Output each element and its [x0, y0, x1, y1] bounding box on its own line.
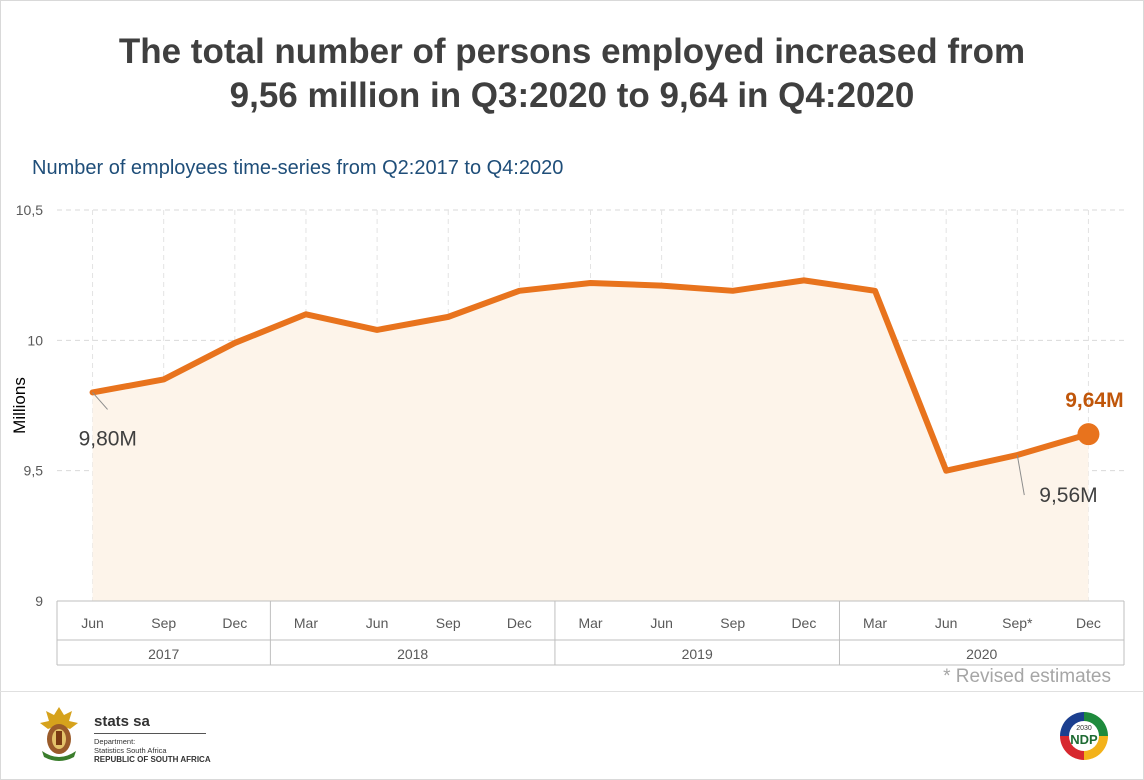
headline-line-2: 9,56 million in Q3:2020 to 9,64 in Q4:20… [229, 76, 915, 115]
y-tick-label: 10 [27, 332, 43, 348]
x-tick-label: Jun [366, 615, 389, 631]
x-tick-label: Dec [507, 615, 532, 631]
series-line [89, 277, 1092, 474]
data-label: 9,80M [79, 427, 137, 450]
x-tick-label: Dec [1076, 615, 1101, 631]
x-tick-label: Dec [791, 615, 816, 631]
x-tick-label: Mar [578, 615, 602, 631]
x-tick-label: Mar [294, 615, 318, 631]
chart-title: Number of employees time-series from Q2:… [32, 157, 564, 179]
headline-line-1: The total number of persons employed inc… [118, 32, 1026, 71]
stats-sa-logo: stats sa Department: Statistics South Af… [36, 703, 211, 765]
area-fill [92, 280, 1089, 601]
employment-area-chart: 9 9,5 10 10,5 Jun Sep Dec Mar Jun Sep Dec Mar Jun Sep… [10, 202, 1125, 666]
ndp-label: NDP [1070, 732, 1098, 747]
chart-headline: The total number of persons employed inc… [0, 30, 1144, 118]
x-tick-label: Dec [222, 615, 247, 631]
x-tick-label: Sep [436, 615, 461, 631]
label-leader-line [92, 392, 108, 410]
x-tick-label: Sep* [1002, 615, 1033, 631]
year-group-label: 2019 [682, 646, 713, 662]
x-tick-label: Sep [151, 615, 176, 631]
y-tick-label: 10,5 [16, 202, 43, 218]
y-tick-label: 9,5 [24, 463, 44, 479]
ndp-year: 2030 [1076, 725, 1092, 732]
year-group-label: 2017 [148, 646, 179, 662]
x-tick-label: Jun [935, 615, 958, 631]
x-tick-label: Jun [650, 615, 673, 631]
department-label: Department: [94, 737, 136, 746]
ndp-2030-logo: 2030 NDP [1060, 712, 1108, 760]
y-axis-label: Millions [10, 377, 29, 434]
year-group-label: 2018 [397, 646, 428, 662]
revised-estimates-note: * Revised estimates [943, 666, 1111, 687]
footer-divider [0, 691, 1144, 692]
highlight-point [1077, 423, 1100, 446]
country-name: REPUBLIC OF SOUTH AFRICA [94, 755, 211, 764]
label-leader-line [1016, 454, 1025, 496]
data-label: 9,56M [1039, 484, 1097, 507]
department-name: Statistics South Africa [94, 746, 167, 755]
x-tick-label: Sep [720, 615, 745, 631]
y-tick-label: 9 [35, 593, 43, 609]
coat-of-arms-icon [40, 707, 78, 761]
x-tick-label: Mar [863, 615, 887, 631]
year-group-label: 2020 [966, 646, 997, 662]
x-tick-label: Jun [81, 615, 104, 631]
stats-sa-brand: stats sa [94, 713, 206, 734]
data-label: 9,64M [1065, 389, 1123, 412]
